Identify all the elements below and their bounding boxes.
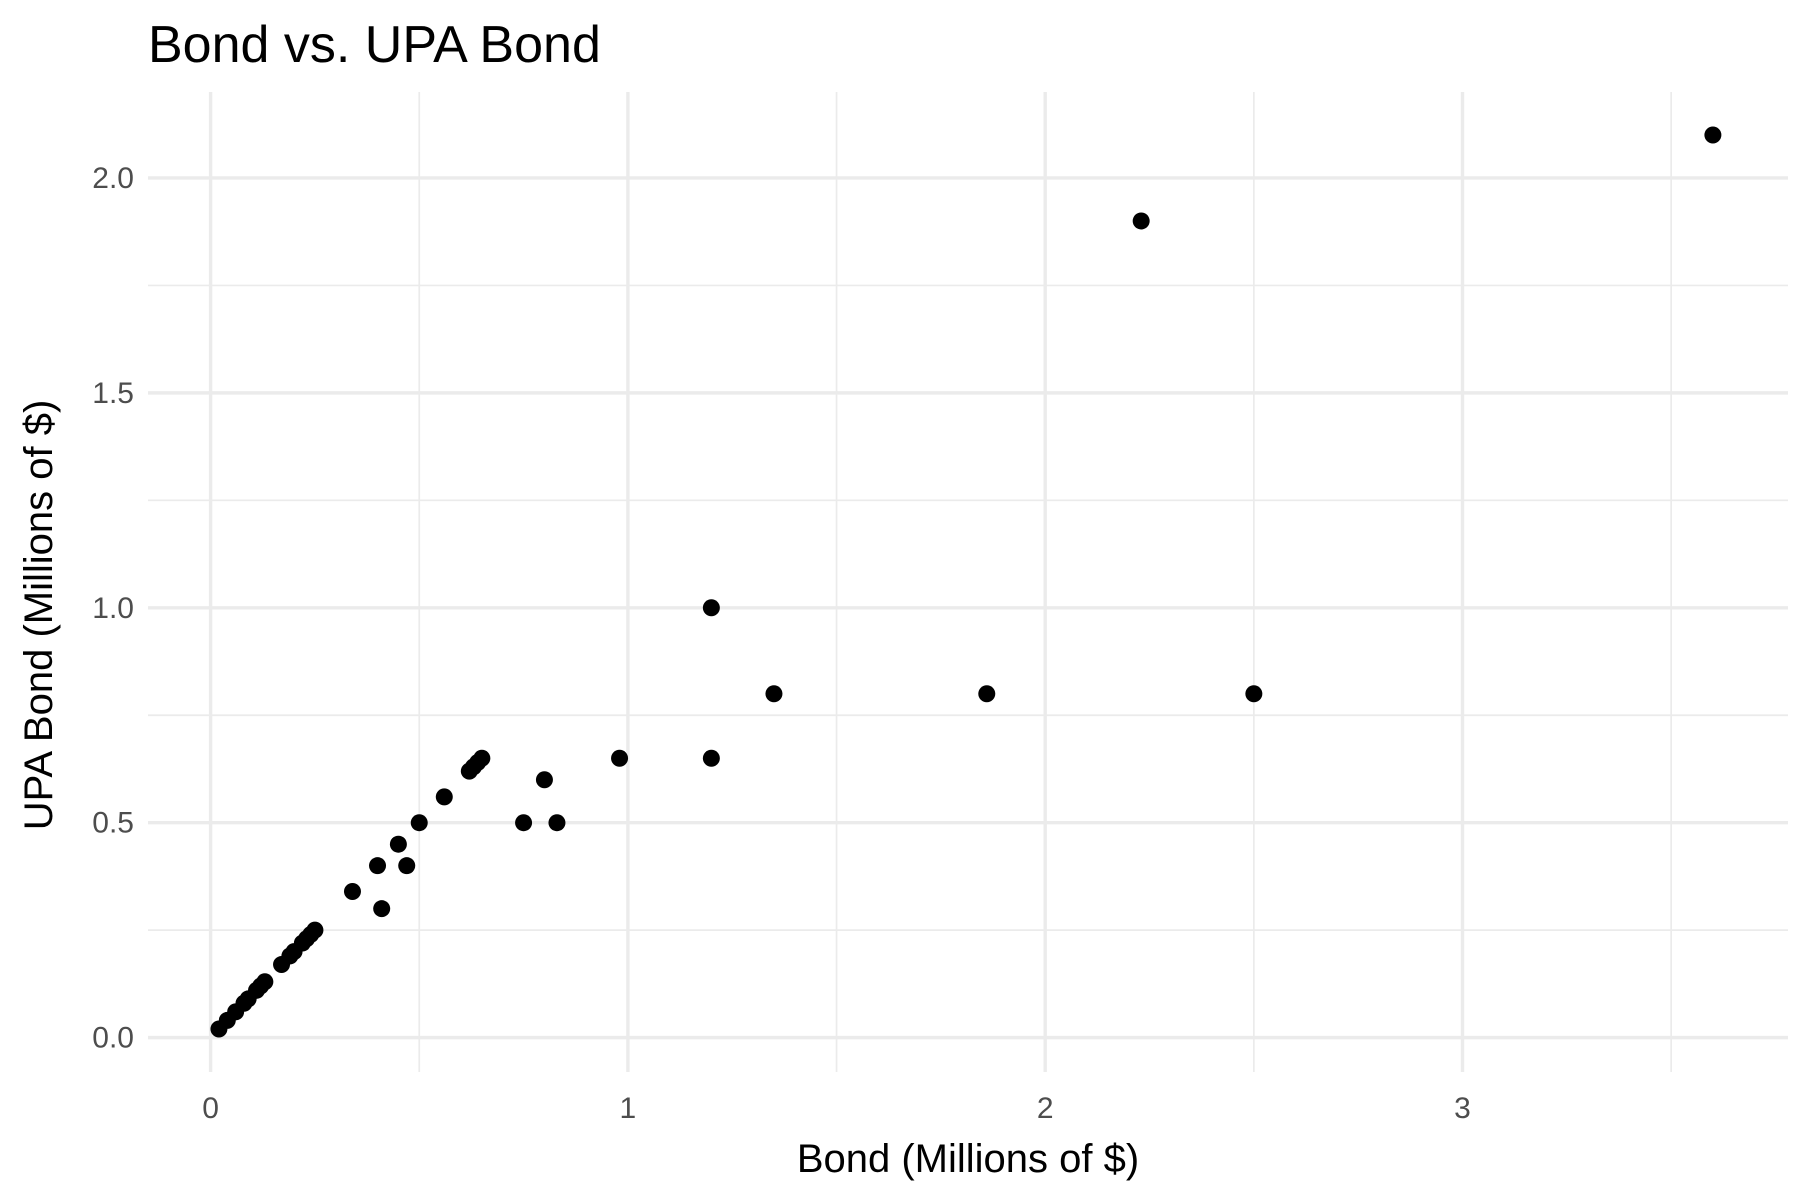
data-point	[256, 973, 274, 991]
y-axis-ticks: 0.0 0.5 1.0 1.5 2.0	[92, 162, 134, 1055]
y-tick-label: 0.0	[92, 1022, 134, 1055]
data-point	[515, 814, 533, 832]
data-point	[702, 599, 720, 617]
y-axis-title: UPA Bond (Millions of $)	[17, 400, 61, 831]
data-point	[978, 685, 996, 703]
x-axis-ticks: 0 1 2 3	[202, 1092, 1471, 1125]
data-point	[702, 749, 720, 767]
data-point	[306, 921, 324, 939]
data-point	[389, 835, 407, 853]
grid	[148, 92, 1788, 1072]
x-tick-label: 2	[1037, 1092, 1054, 1125]
y-tick-label: 1.5	[92, 377, 134, 410]
data-point	[611, 749, 629, 767]
y-tick-label: 0.5	[92, 807, 134, 840]
chart-title: Bond vs. UPA Bond	[148, 16, 601, 74]
data-points	[210, 126, 1722, 1038]
x-axis-title: Bond (Millions of $)	[797, 1137, 1139, 1181]
data-point	[1704, 126, 1722, 144]
data-point	[410, 814, 428, 832]
data-point	[765, 685, 783, 703]
data-point	[373, 900, 391, 918]
data-point	[369, 857, 387, 875]
y-tick-label: 1.0	[92, 592, 134, 625]
data-point	[473, 749, 491, 767]
data-point	[535, 771, 553, 789]
data-point	[398, 857, 416, 875]
x-tick-label: 1	[620, 1092, 637, 1125]
data-point	[1132, 212, 1150, 230]
x-tick-label: 3	[1454, 1092, 1471, 1125]
data-point	[1245, 685, 1263, 703]
data-point	[435, 788, 453, 806]
y-tick-label: 2.0	[92, 162, 134, 195]
data-point	[548, 814, 566, 832]
x-tick-label: 0	[202, 1092, 219, 1125]
data-point	[343, 882, 361, 900]
